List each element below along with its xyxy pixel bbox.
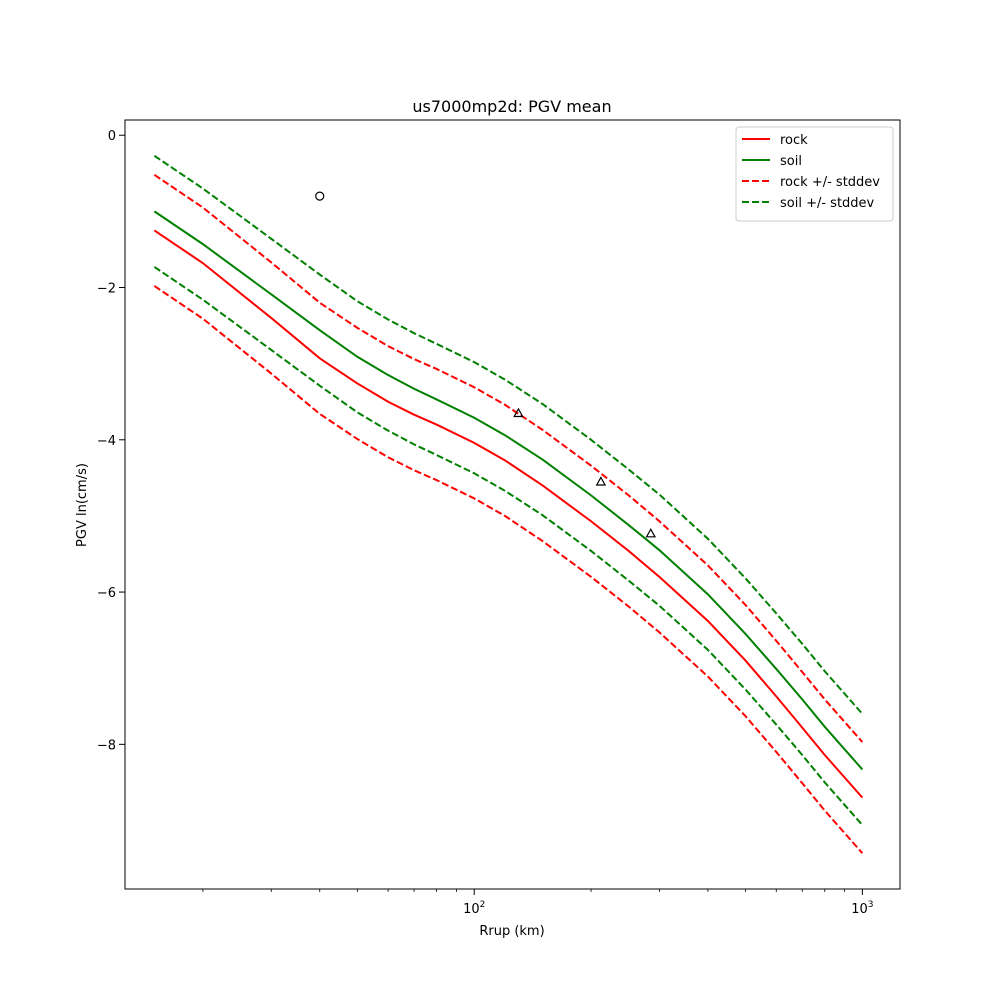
series-layer [153,154,864,854]
plot-area-frame [124,119,901,890]
series-line-soil-stddev-5 [153,266,864,826]
series-line-rock-stddev-3 [153,285,864,854]
data-point-triangle-2 [595,476,607,486]
x-tick-label-1: 103 [851,900,873,917]
y-tick-label-1: −2 [97,282,116,297]
legend-label-3: soil +/- stddev [780,196,875,211]
legend-label-0: rock [780,133,808,148]
marker-layer [315,191,656,538]
series-line-rock-0 [153,229,864,799]
x-axis-label: Rrup (km) [479,924,544,939]
y-tick-label-3: −6 [97,586,116,601]
series-line-rock-stddev-2 [153,173,864,743]
y-axis-ticks: 0 −2 −4 −6 −8 [97,129,125,753]
legend-frame [735,126,894,222]
legend: rock soil rock +/- stddev soil +/- stddev [735,126,894,222]
legend-label-2: rock +/- stddev [780,175,880,190]
x-axis-ticks: 102 103 [202,889,874,917]
y-tick-label-0: 0 [108,129,116,144]
data-point-triangle-3 [645,527,656,538]
y-tick-label-2: −4 [97,434,116,449]
legend-label-1: soil [780,154,802,169]
chart-title: us7000mp2d: PGV mean [412,97,611,116]
y-axis-label: PGV ln(cm/s) [75,463,90,547]
y-tick-label-4: −8 [97,738,116,753]
series-line-soil-stddev-4 [153,154,864,715]
data-point-circle-0 [315,191,325,201]
series-line-soil-1 [153,210,864,771]
x-tick-label-0: 102 [463,900,485,917]
data-point-triangle-1 [513,407,524,418]
